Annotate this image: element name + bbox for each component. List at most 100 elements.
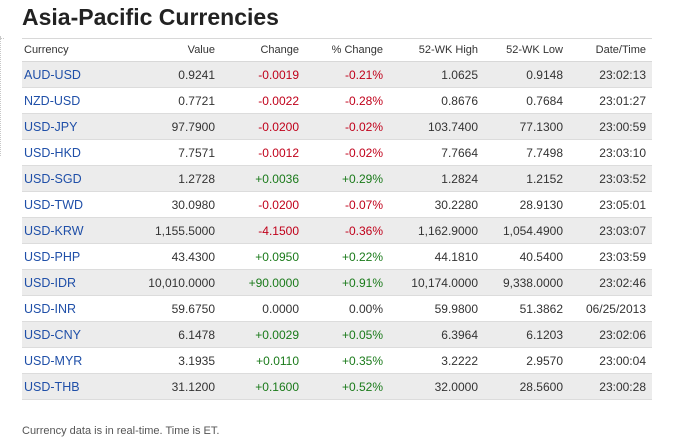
value-cell: 6.1478 [126, 321, 221, 348]
datetime-cell: 23:01:27 [569, 87, 652, 114]
high-52wk-cell: 6.3964 [389, 321, 484, 348]
currency-link[interactable]: USD-THB [24, 379, 80, 394]
low-52wk-cell: 6.1203 [484, 321, 569, 348]
currency-link[interactable]: USD-CNY [24, 327, 81, 342]
value-cell: 3.1935 [126, 347, 221, 374]
low-52wk-cell: 28.9130 [484, 191, 569, 218]
value-cell: 0.7721 [126, 87, 221, 114]
table-row: USD-THB 31.1200 +0.1600 +0.52% 32.0000 28.560… [22, 373, 652, 400]
value-cell: 1.2728 [126, 165, 221, 192]
datetime-cell: 23:03:07 [569, 217, 652, 244]
high-52wk-cell: 30.2280 [389, 191, 484, 218]
datetime-cell: 23:00:04 [569, 347, 652, 374]
low-52wk-cell: 9,338.0000 [484, 269, 569, 296]
low-52wk-cell: 28.5600 [484, 373, 569, 400]
currency-link[interactable]: AUD-USD [24, 67, 81, 82]
change-cell: -0.0022 [221, 87, 305, 114]
change-cell: +0.0950 [221, 243, 305, 270]
high-52wk-cell: 32.0000 [389, 373, 484, 400]
column-header-currency: Currency [22, 38, 126, 62]
high-52wk-cell: 59.9800 [389, 295, 484, 322]
currency-cell: USD-JPY [22, 113, 126, 140]
pct-change-cell: -0.07% [305, 191, 389, 218]
column-header-datetime: Date/Time [569, 38, 652, 62]
currency-link[interactable]: USD-KRW [24, 223, 84, 238]
datetime-cell: 06/25/2013 [569, 295, 652, 322]
high-52wk-cell: 3.2222 [389, 347, 484, 374]
table-row: USD-IDR 10,010.0000 +90.0000 +0.91% 10,174.0… [22, 269, 652, 296]
currency-cell: USD-THB [22, 373, 126, 400]
low-52wk-cell: 0.9148 [484, 61, 569, 88]
change-cell: +0.1600 [221, 373, 305, 400]
pct-change-cell: +0.52% [305, 373, 389, 400]
currency-cell: USD-SGD [22, 165, 126, 192]
low-52wk-cell: 51.3862 [484, 295, 569, 322]
currency-link[interactable]: USD-IDR [24, 275, 77, 290]
low-52wk-cell: 1,054.4900 [484, 217, 569, 244]
pct-change-cell: +0.22% [305, 243, 389, 270]
low-52wk-cell: 40.5400 [484, 243, 569, 270]
datetime-cell: 23:00:59 [569, 113, 652, 140]
currency-link[interactable]: USD-TWD [24, 197, 84, 212]
currency-cell: NZD-USD [22, 87, 126, 114]
column-header-52wk-low: 52-WK Low [484, 38, 569, 62]
pct-change-cell: +0.05% [305, 321, 389, 348]
currency-link[interactable]: USD-JPY [24, 119, 78, 134]
change-cell: +0.0029 [221, 321, 305, 348]
pct-change-cell: -0.28% [305, 87, 389, 114]
currency-link[interactable]: NZD-USD [24, 93, 81, 108]
table-row: USD-PHP 43.4300 +0.0950 +0.22% 44.1810 40.540… [22, 243, 652, 270]
high-52wk-cell: 103.7400 [389, 113, 484, 140]
change-cell: -0.0200 [221, 191, 305, 218]
table-row: USD-KRW 1,155.5000 -4.1500 -0.36% 1,162.9000… [22, 217, 652, 244]
table-row: USD-CNY 6.1478 +0.0029 +0.05% 6.3964 6.1203 23… [22, 321, 652, 348]
value-cell: 7.7571 [126, 139, 221, 166]
value-cell: 1,155.5000 [126, 217, 221, 244]
datetime-cell: 23:02:46 [569, 269, 652, 296]
currency-cell: USD-IDR [22, 269, 126, 296]
currency-link[interactable]: USD-SGD [24, 171, 82, 186]
currency-cell: USD-INR [22, 295, 126, 322]
currency-link[interactable]: USD-HKD [24, 145, 81, 160]
low-52wk-cell: 77.1300 [484, 113, 569, 140]
table-row: USD-JPY 97.7900 -0.0200 -0.02% 103.7400 77.13… [22, 113, 652, 140]
currency-link[interactable]: USD-MYR [24, 353, 83, 368]
datetime-cell: 23:02:13 [569, 61, 652, 88]
left-panel-edge [0, 36, 3, 156]
footer-note: Currency data is in real-time. Time is E… [22, 425, 220, 437]
high-52wk-cell: 1,162.9000 [389, 217, 484, 244]
change-cell: +0.0036 [221, 165, 305, 192]
low-52wk-cell: 2.9570 [484, 347, 569, 374]
change-cell: -0.0019 [221, 61, 305, 88]
column-header-value: Value [126, 38, 221, 62]
value-cell: 43.4300 [126, 243, 221, 270]
currency-link[interactable]: USD-PHP [24, 249, 81, 264]
currency-cell: AUD-USD [22, 61, 126, 88]
pct-change-cell: -0.36% [305, 217, 389, 244]
currency-cell: USD-KRW [22, 217, 126, 244]
change-cell: -0.0012 [221, 139, 305, 166]
low-52wk-cell: 1.2152 [484, 165, 569, 192]
table-row: USD-MYR 3.1935 +0.0110 +0.35% 3.2222 2.9570 23… [22, 347, 652, 374]
currency-cell: USD-MYR [22, 347, 126, 374]
pct-change-cell: -0.02% [305, 113, 389, 140]
datetime-cell: 23:03:52 [569, 165, 652, 192]
value-cell: 31.1200 [126, 373, 221, 400]
low-52wk-cell: 7.7498 [484, 139, 569, 166]
high-52wk-cell: 7.7664 [389, 139, 484, 166]
column-header-change: Change [221, 38, 305, 62]
currency-cell: USD-PHP [22, 243, 126, 270]
high-52wk-cell: 0.8676 [389, 87, 484, 114]
table-row: NZD-USD 0.7721 -0.0022 -0.28% 0.8676 0.7684 23… [22, 87, 652, 114]
change-cell: 0.0000 [221, 295, 305, 322]
value-cell: 30.0980 [126, 191, 221, 218]
column-header-pct-change: % Change [305, 38, 389, 62]
table-row: USD-INR 59.6750 0.0000 0.00% 59.9800 51.3862 0… [22, 295, 652, 322]
datetime-cell: 23:02:06 [569, 321, 652, 348]
currency-link[interactable]: USD-INR [24, 301, 77, 316]
high-52wk-cell: 44.1810 [389, 243, 484, 270]
datetime-cell: 23:05:01 [569, 191, 652, 218]
high-52wk-cell: 1.2824 [389, 165, 484, 192]
table-row: USD-HKD 7.7571 -0.0012 -0.02% 7.7664 7.7498 23… [22, 139, 652, 166]
currency-cell: USD-TWD [22, 191, 126, 218]
